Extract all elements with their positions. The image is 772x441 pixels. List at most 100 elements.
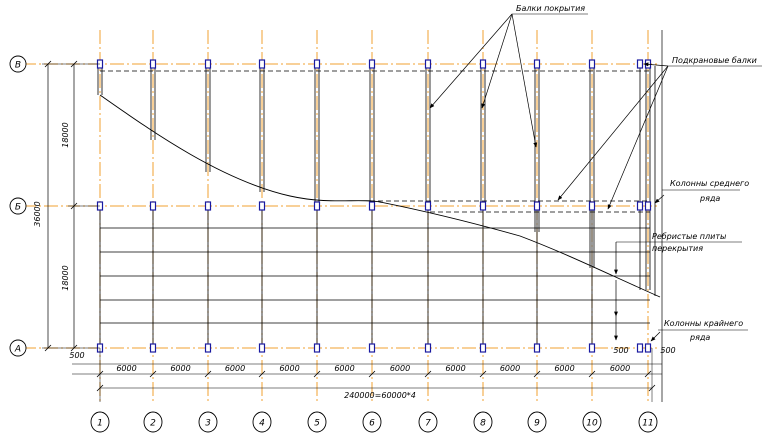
column-marker xyxy=(424,343,432,353)
svg-text:Балки покрытия: Балки покрытия xyxy=(516,4,585,13)
svg-text:ряда: ряда xyxy=(699,194,720,203)
dim-tick xyxy=(533,370,541,378)
annotation-roof-beams: Балки покрытия xyxy=(429,4,588,148)
column-label: 3 xyxy=(205,419,211,429)
row-label-circle xyxy=(9,339,27,357)
column-label: 10 xyxy=(586,419,598,429)
column-marker xyxy=(204,343,212,353)
column-marker xyxy=(258,343,266,353)
column-label-circle xyxy=(362,411,382,433)
column-label-circle xyxy=(90,411,110,433)
annotation-edge-columns: Колонны крайнего ряда xyxy=(650,319,748,342)
column-label-circle xyxy=(143,411,163,433)
dim-span: 6000 xyxy=(116,364,136,373)
column-marker xyxy=(644,343,652,353)
dim-span: 6000 xyxy=(500,364,520,373)
annotation-ribbed-slabs: Ребристые плиты перекрытия xyxy=(614,232,742,341)
column-marker xyxy=(204,201,212,211)
svg-text:Ребристые плиты: Ребристые плиты xyxy=(652,232,726,241)
column-label: 5 xyxy=(314,419,320,429)
dim-span: 6000 xyxy=(445,364,465,373)
column-label: 7 xyxy=(425,419,431,429)
dim-overall: 240000=60000*4 xyxy=(344,391,416,400)
column-label-circle xyxy=(473,411,493,433)
dim-tick xyxy=(588,370,596,378)
column-marker xyxy=(258,201,266,211)
column-label-circle xyxy=(198,411,218,433)
dim-span: 6000 xyxy=(279,364,299,373)
column-marker xyxy=(149,201,157,211)
dim-tick xyxy=(313,370,321,378)
svg-text:Колонны среднего: Колонны среднего xyxy=(670,179,749,188)
break-line-curve xyxy=(99,94,661,298)
column-marker xyxy=(588,343,596,353)
column-marker xyxy=(644,201,652,211)
column-marker xyxy=(313,343,321,353)
dim-tick xyxy=(258,370,266,378)
svg-text:ряда: ряда xyxy=(689,333,710,342)
column-label: 11 xyxy=(642,419,653,429)
column-marker xyxy=(149,343,157,353)
column-label: 8 xyxy=(480,419,486,429)
dim-height-lower: 18000 xyxy=(61,265,70,290)
column-label-circle xyxy=(307,411,327,433)
dim-height-total: 36000 xyxy=(33,201,42,226)
annotation-crane-beams: Подкрановые балки xyxy=(557,56,762,210)
column-marker xyxy=(533,201,541,211)
column-marker xyxy=(479,201,487,211)
column-marker xyxy=(313,201,321,211)
column-marker xyxy=(533,343,541,353)
dim-offset-right-b: 500 xyxy=(660,346,675,355)
column-marker xyxy=(636,59,644,69)
vertical-dimensions: 36000 18000 18000 xyxy=(33,60,100,352)
column-label-circle xyxy=(418,411,438,433)
row-label: В xyxy=(15,61,21,71)
column-label-circle xyxy=(582,411,602,433)
column-marker xyxy=(149,59,157,69)
column-marker xyxy=(424,59,432,69)
dim-span: 6000 xyxy=(390,364,410,373)
dim-span: 6000 xyxy=(225,364,245,373)
dim-tick xyxy=(149,370,157,378)
dim-tick xyxy=(96,370,104,378)
column-marker xyxy=(588,201,596,211)
dim-height-upper: 18000 xyxy=(61,122,70,147)
structure-lines xyxy=(96,59,656,353)
column-marker xyxy=(368,343,376,353)
column-marker xyxy=(588,59,596,69)
row-labels: А Б В xyxy=(9,55,27,357)
column-label: 1 xyxy=(97,419,103,429)
dim-offset-left: 500 xyxy=(69,351,84,360)
dim-tick xyxy=(368,370,376,378)
row-label-circle xyxy=(9,55,27,73)
column-marker xyxy=(424,201,432,211)
dim-tick xyxy=(424,370,432,378)
row-label-circle xyxy=(9,197,27,215)
dim-tick xyxy=(204,370,212,378)
svg-text:Колонны крайнего: Колонны крайнего xyxy=(664,319,743,328)
dim-span: 6000 xyxy=(610,364,630,373)
svg-text:Подкрановые балки: Подкрановые балки xyxy=(672,56,757,65)
column-label-circle xyxy=(638,411,658,433)
column-marker xyxy=(258,59,266,69)
column-label: 4 xyxy=(259,419,265,429)
column-marker xyxy=(479,343,487,353)
grid-axes xyxy=(22,30,660,404)
column-label: 9 xyxy=(534,419,540,429)
column-label: 6 xyxy=(369,419,375,429)
column-labels: 1 2 3 4 5 6 7 8 9 10 11 xyxy=(90,411,658,433)
column-marker xyxy=(533,59,541,69)
dim-tick xyxy=(644,370,652,378)
dim-offset-right-a: 500 xyxy=(613,346,628,355)
column-marker xyxy=(479,59,487,69)
column-label-circle xyxy=(252,411,272,433)
column-label: 2 xyxy=(150,419,156,429)
svg-text:перекрытия: перекрытия xyxy=(652,244,703,253)
column-marker xyxy=(636,201,644,211)
column-marker xyxy=(368,59,376,69)
column-marker xyxy=(636,343,644,353)
column-label-circle xyxy=(527,411,547,433)
dim-span: 6000 xyxy=(170,364,190,373)
row-label: А xyxy=(14,345,21,355)
row-label: Б xyxy=(15,203,21,213)
